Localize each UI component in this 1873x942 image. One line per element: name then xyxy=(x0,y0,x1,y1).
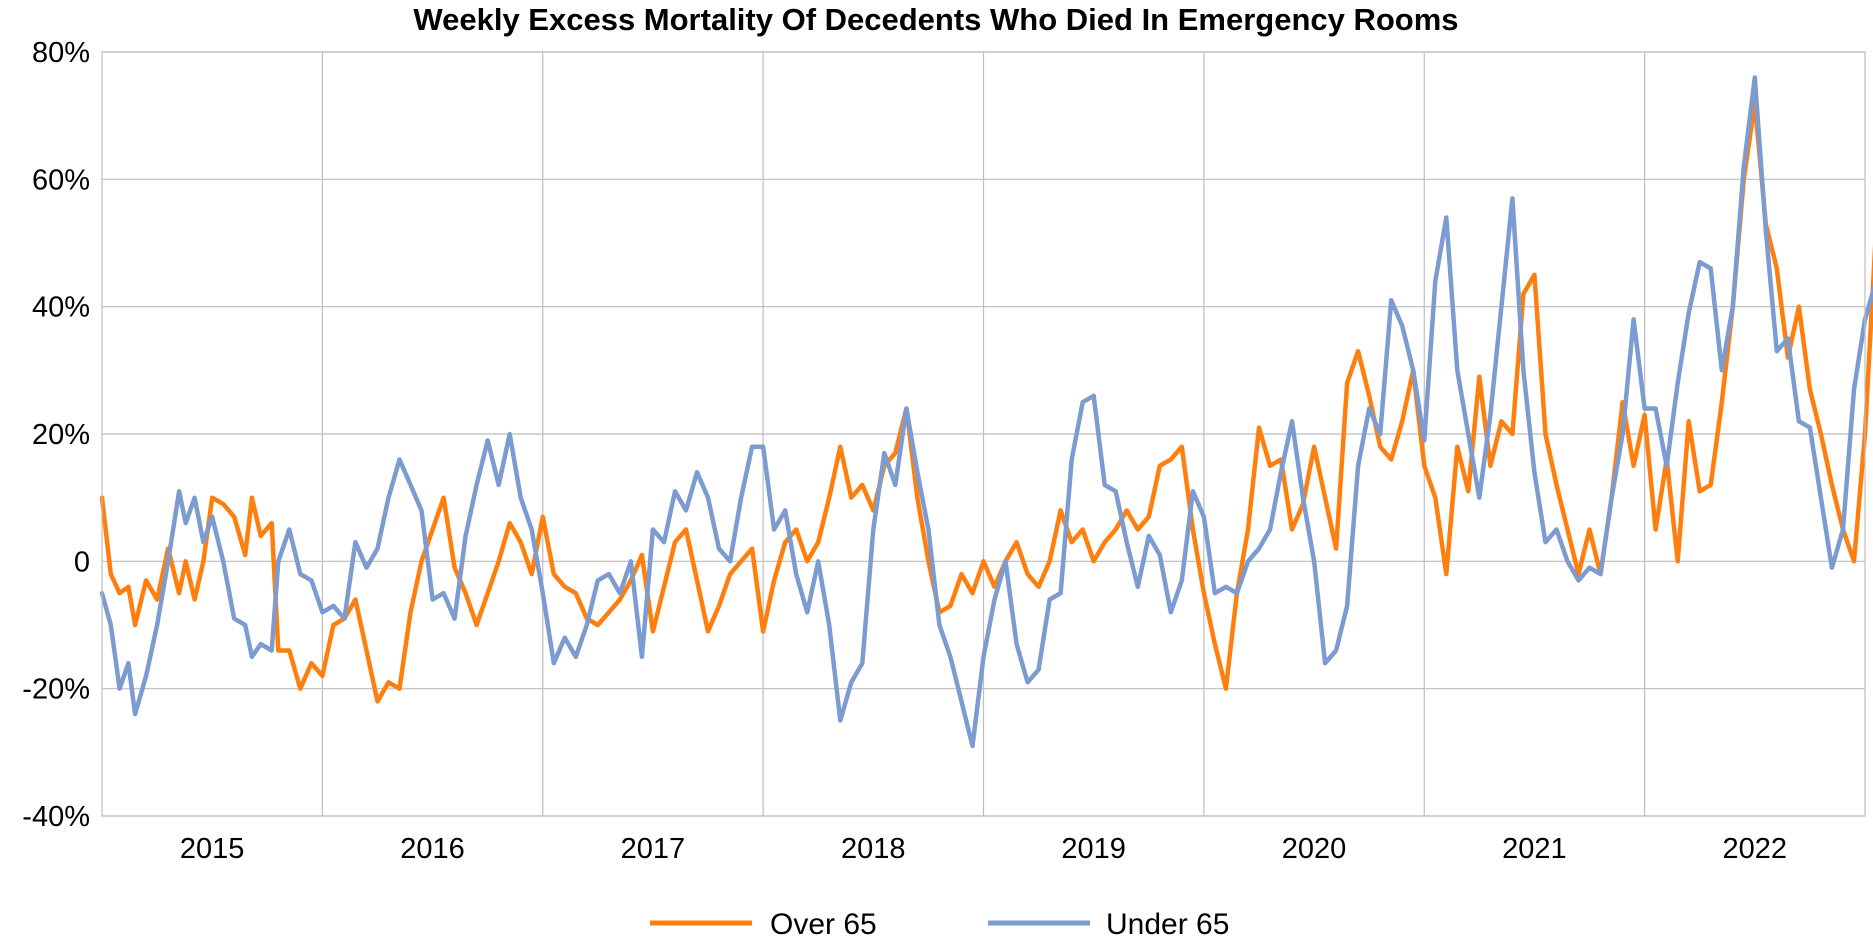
x-tick-label: 2022 xyxy=(1723,833,1788,865)
y-tick-label: 80% xyxy=(32,37,90,69)
x-tick-label: 2015 xyxy=(180,833,245,865)
series-line-over-65 xyxy=(99,100,1873,704)
legend-label: Over 65 xyxy=(770,908,877,941)
y-axis-tick-labels: -40% -20% 0 20% 40% 60% 80% xyxy=(22,37,90,833)
y-tick-label: -40% xyxy=(22,801,90,833)
x-tick-label: 2016 xyxy=(400,833,465,865)
series-lines xyxy=(99,75,1873,749)
legend-label: Under 65 xyxy=(1106,908,1229,941)
grid-lines xyxy=(102,51,1865,817)
x-tick-label: 2017 xyxy=(621,833,686,865)
chart-title: Weekly Excess Mortality Of Decedents Who… xyxy=(413,2,1458,37)
y-tick-label: 20% xyxy=(32,419,90,451)
legend-item: Under 65 xyxy=(988,908,1229,941)
y-tick-label: 0 xyxy=(74,546,90,578)
x-axis-tick-labels: 2015 2016 2017 2018 2019 2020 2021 2022 xyxy=(180,833,1787,865)
x-tick-label: 2019 xyxy=(1061,833,1126,865)
y-tick-label: 60% xyxy=(32,164,90,196)
legend-item: Over 65 xyxy=(650,908,877,941)
legend: Over 65 Under 65 xyxy=(650,908,1229,941)
plot-frame xyxy=(101,51,1866,817)
x-tick-label: 2021 xyxy=(1502,833,1567,865)
series-line-under-65 xyxy=(99,75,1873,749)
x-tick-label: 2020 xyxy=(1282,833,1347,865)
x-tick-label: 2018 xyxy=(841,833,906,865)
y-tick-label: 40% xyxy=(32,292,90,324)
y-tick-label: -20% xyxy=(22,674,90,706)
